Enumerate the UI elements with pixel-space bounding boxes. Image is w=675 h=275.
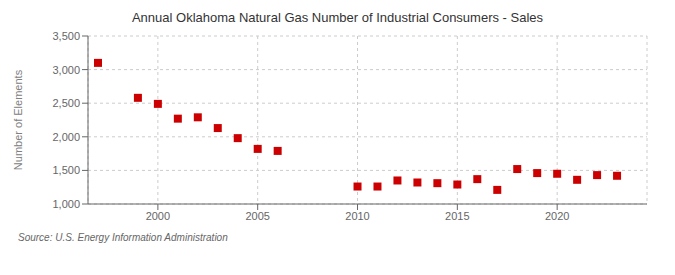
- svg-text:2015: 2015: [445, 210, 469, 222]
- html-text:Annual Oklahoma Natural Gas Nu: Annual Oklahoma Natural Gas Number of In…: [131, 10, 544, 25]
- svg-text:2,000: 2,000: [52, 131, 80, 143]
- svg-text:2005: 2005: [245, 210, 269, 222]
- svg-text:2010: 2010: [345, 210, 369, 222]
- svg-text:1,000: 1,000: [52, 198, 80, 210]
- svg-text:1,500: 1,500: [52, 164, 80, 176]
- svg-text:Number of Elements: Number of Elements: [12, 69, 24, 170]
- svg-text:3,000: 3,000: [52, 64, 80, 76]
- html-text:Source: U.S. Energy Informatio: Source: U.S. Energy Information Administ…: [18, 232, 228, 243]
- svg-text:2020: 2020: [545, 210, 569, 222]
- svg-text:2000: 2000: [146, 210, 170, 222]
- svg-text:3,500: 3,500: [52, 30, 80, 42]
- svg-text:2,500: 2,500: [52, 97, 80, 109]
